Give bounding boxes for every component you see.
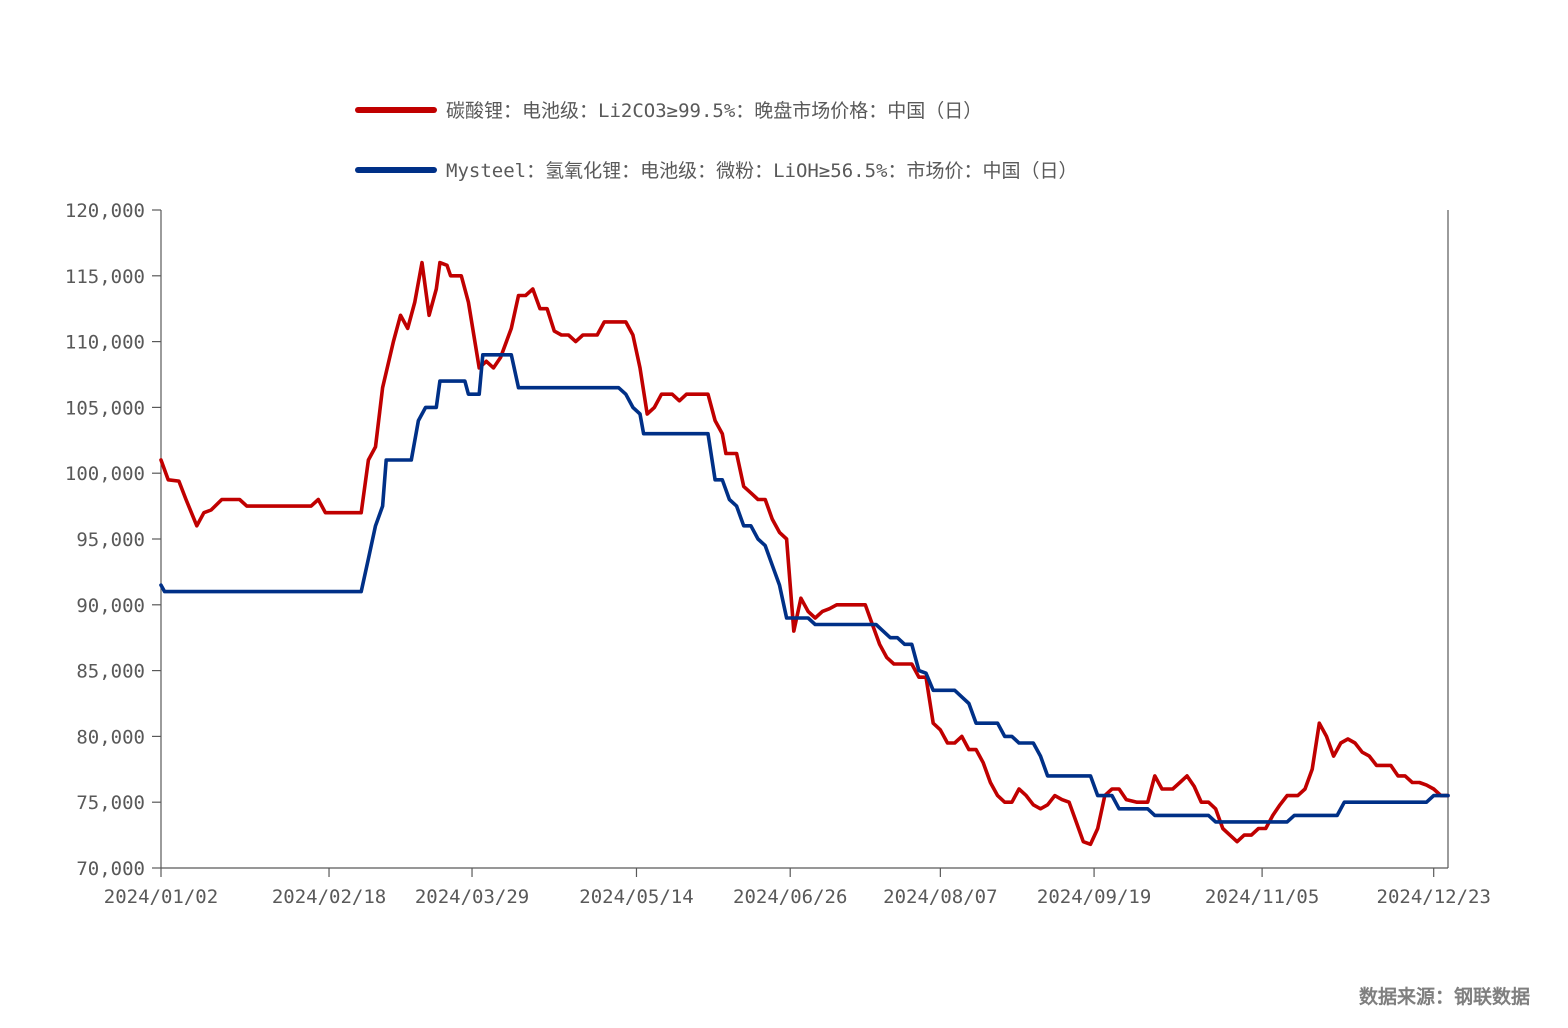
- y-tick-label: 70,000: [76, 858, 145, 880]
- y-tick-label: 95,000: [76, 529, 145, 551]
- y-tick-label: 90,000: [76, 595, 145, 617]
- source-note: 数据来源：钢联数据: [1359, 985, 1530, 1008]
- legend-item-lithium-hydroxide: Mysteel：氢氧化锂：电池级：微粉：LiOH≥56.5%：市场价：中国（日）: [355, 160, 1077, 182]
- legend-label-lithium-hydroxide: Mysteel：氢氧化锂：电池级：微粉：LiOH≥56.5%：市场价：中国（日）: [446, 160, 1077, 182]
- x-axis: 2024/01/02 2024/02/18 2024/03/29 2024/05/14…: [104, 867, 1491, 908]
- y-axis: 70,000 75,000 80,000 85,000 90,000 95,000 100,…: [65, 200, 1449, 880]
- series-line-lithium-hydroxide: [159, 352, 1450, 824]
- y-tick-label: 115,000: [65, 266, 145, 288]
- x-tick-label: 2024/06/26: [733, 886, 847, 908]
- x-tick-label: 2024/05/14: [579, 886, 693, 908]
- y-tick-label: 110,000: [65, 332, 145, 354]
- x-tick-label: 2024/08/07: [883, 886, 997, 908]
- series-line-lithium-carbonate: [159, 260, 1450, 847]
- y-tick-label: 105,000: [65, 397, 145, 419]
- x-tick-label: 2024/09/19: [1037, 886, 1151, 908]
- x-tick-label: 2024/11/05: [1205, 886, 1319, 908]
- x-tick-label: 2024/03/29: [415, 886, 529, 908]
- y-tick-label: 100,000: [65, 463, 145, 485]
- y-tick-label: 120,000: [65, 200, 145, 222]
- legend-item-lithium-carbonate: 碳酸锂：电池级：Li2CO3≥99.5%：晚盘市场价格：中国（日）: [355, 100, 982, 122]
- x-tick-label: 2024/02/18: [272, 886, 386, 908]
- y-tick-label: 85,000: [76, 661, 145, 683]
- legend-label-lithium-carbonate: 碳酸锂：电池级：Li2CO3≥99.5%：晚盘市场价格：中国（日）: [446, 100, 982, 122]
- series-layer: [159, 260, 1450, 847]
- x-tick-label: 2024/01/02: [104, 886, 218, 908]
- x-tick-label: 2024/12/23: [1377, 886, 1491, 908]
- y-tick-label: 80,000: [76, 726, 145, 748]
- legend: 碳酸锂：电池级：Li2CO3≥99.5%：晚盘市场价格：中国（日） Mystee…: [355, 100, 1077, 182]
- y-tick-label: 75,000: [76, 792, 145, 814]
